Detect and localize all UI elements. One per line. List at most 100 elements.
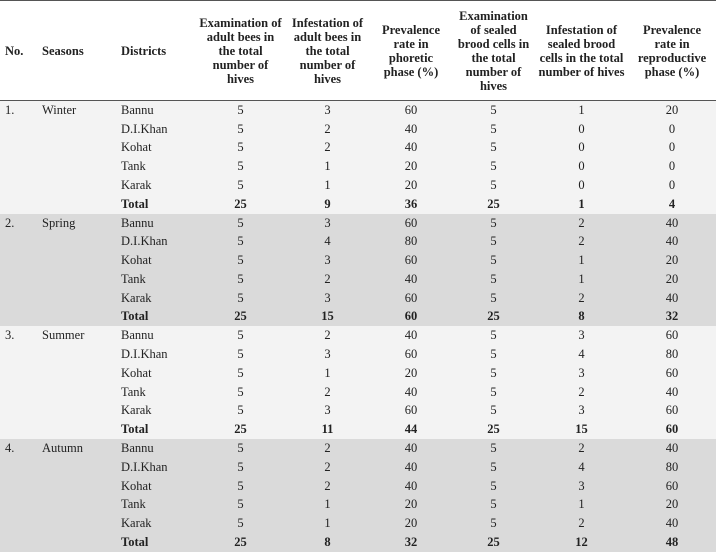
value-cell: 32 bbox=[628, 307, 716, 327]
district: Total bbox=[116, 194, 196, 214]
value-cell: 5 bbox=[196, 157, 285, 177]
district: Tank bbox=[116, 157, 196, 177]
table-row: Tank 5 2 40 5 1 20 bbox=[0, 270, 716, 289]
table-row: D.I.Khan 5 4 80 5 2 40 bbox=[0, 232, 716, 252]
table-row: Tank 5 2 40 5 2 40 bbox=[0, 382, 716, 402]
value-cell: 5 bbox=[452, 382, 535, 402]
empty-cell bbox=[0, 476, 37, 496]
column-header: Seasons bbox=[42, 43, 84, 58]
value-cell: 60 bbox=[370, 213, 452, 233]
empty-cell bbox=[37, 420, 116, 440]
value-cell: 15 bbox=[285, 307, 370, 327]
value-cell: 1 bbox=[285, 363, 370, 383]
table-row: 3. Summer Bannu 5 2 40 5 3 60 bbox=[0, 326, 716, 346]
empty-cell bbox=[37, 363, 116, 383]
season: Winter bbox=[37, 100, 116, 120]
empty-cell bbox=[37, 495, 116, 515]
empty-cell bbox=[0, 251, 37, 271]
empty-cell bbox=[0, 270, 37, 289]
value-cell: 2 bbox=[535, 232, 628, 252]
value-cell: 5 bbox=[196, 251, 285, 271]
value-cell: 5 bbox=[196, 363, 285, 383]
value-cell: 11 bbox=[285, 420, 370, 440]
value-cell: 40 bbox=[370, 476, 452, 496]
table-row: 4. Autumn Bannu 5 2 40 5 2 40 bbox=[0, 439, 716, 458]
value-cell: 80 bbox=[628, 457, 716, 477]
empty-cell bbox=[0, 401, 37, 421]
table-row: Karak 5 1 20 5 0 0 bbox=[0, 176, 716, 195]
value-cell: 5 bbox=[452, 363, 535, 383]
value-cell: 5 bbox=[196, 213, 285, 233]
value-cell: 0 bbox=[628, 157, 716, 177]
value-cell: 5 bbox=[452, 270, 535, 289]
table-row: Kohat 5 2 40 5 3 60 bbox=[0, 476, 716, 496]
district: Total bbox=[116, 420, 196, 440]
empty-cell bbox=[37, 345, 116, 364]
district: Kohat bbox=[116, 251, 196, 271]
header-row: No. Seasons Districts Examination of adult … bbox=[0, 0, 716, 101]
value-cell: 0 bbox=[628, 176, 716, 195]
district: Tank bbox=[116, 382, 196, 402]
value-cell: 2 bbox=[535, 382, 628, 402]
table-row: D.I.Khan 5 2 40 5 0 0 bbox=[0, 119, 716, 139]
value-cell: 5 bbox=[452, 176, 535, 195]
value-cell: 60 bbox=[628, 476, 716, 496]
value-cell: 60 bbox=[370, 288, 452, 308]
value-cell: 4 bbox=[535, 457, 628, 477]
district: Karak bbox=[116, 514, 196, 533]
district: Bannu bbox=[116, 213, 196, 233]
value-cell: 44 bbox=[370, 420, 452, 440]
empty-cell bbox=[0, 119, 37, 139]
empty-cell bbox=[0, 194, 37, 214]
value-cell: 5 bbox=[196, 439, 285, 458]
season: Spring bbox=[37, 213, 116, 233]
value-cell: 60 bbox=[370, 401, 452, 421]
empty-cell bbox=[37, 288, 116, 308]
district: Bannu bbox=[116, 100, 196, 120]
value-cell: 20 bbox=[628, 251, 716, 271]
empty-cell bbox=[37, 514, 116, 533]
value-cell: 1 bbox=[285, 514, 370, 533]
value-cell: 1 bbox=[285, 176, 370, 195]
value-cell: 0 bbox=[628, 138, 716, 158]
table-row: Kohat 5 3 60 5 1 20 bbox=[0, 251, 716, 271]
value-cell: 1 bbox=[285, 495, 370, 515]
value-cell: 40 bbox=[370, 439, 452, 458]
value-cell: 2 bbox=[285, 119, 370, 139]
empty-cell bbox=[37, 307, 116, 327]
value-cell: 1 bbox=[285, 157, 370, 177]
empty-cell bbox=[37, 138, 116, 158]
value-cell: 5 bbox=[452, 119, 535, 139]
value-cell: 5 bbox=[452, 232, 535, 252]
value-cell: 5 bbox=[196, 119, 285, 139]
value-cell: 40 bbox=[370, 382, 452, 402]
value-cell: 3 bbox=[535, 363, 628, 383]
value-cell: 3 bbox=[285, 100, 370, 120]
value-cell: 1 bbox=[535, 194, 628, 214]
empty-cell bbox=[0, 176, 37, 195]
value-cell: 20 bbox=[370, 176, 452, 195]
value-cell: 20 bbox=[628, 495, 716, 515]
empty-cell bbox=[0, 138, 37, 158]
value-cell: 2 bbox=[285, 476, 370, 496]
value-cell: 0 bbox=[535, 176, 628, 195]
value-cell: 2 bbox=[535, 514, 628, 533]
value-cell: 25 bbox=[452, 307, 535, 327]
row-number: 3. bbox=[0, 326, 37, 346]
value-cell: 5 bbox=[196, 476, 285, 496]
empty-cell bbox=[0, 495, 37, 515]
value-cell: 5 bbox=[196, 138, 285, 158]
empty-cell bbox=[0, 157, 37, 177]
value-cell: 3 bbox=[285, 345, 370, 364]
empty-cell bbox=[0, 532, 37, 552]
value-cell: 40 bbox=[628, 382, 716, 402]
table-row: Tank 5 1 20 5 0 0 bbox=[0, 157, 716, 177]
value-cell: 5 bbox=[452, 138, 535, 158]
value-cell: 5 bbox=[196, 382, 285, 402]
empty-cell bbox=[37, 157, 116, 177]
value-cell: 4 bbox=[628, 194, 716, 214]
value-cell: 2 bbox=[285, 457, 370, 477]
district: Total bbox=[116, 307, 196, 327]
value-cell: 2 bbox=[285, 382, 370, 402]
